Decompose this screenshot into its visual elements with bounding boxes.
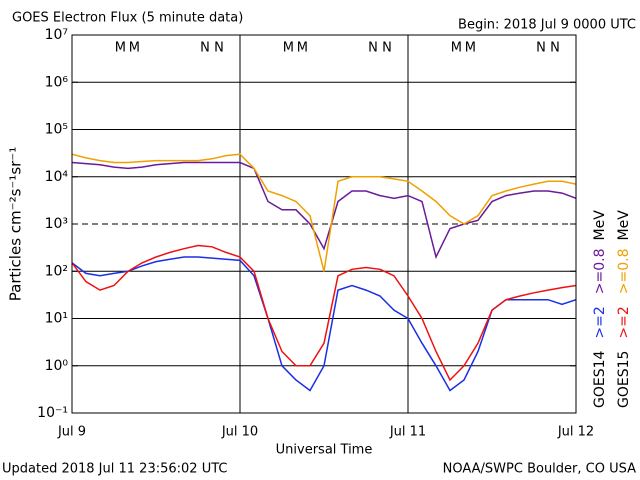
series-line [72,256,576,392]
legend-satellite: GOES15 [616,351,632,408]
plot-frame [71,34,577,414]
legend-entry: >=2 [592,306,608,338]
y-axis-label: Particles cm⁻²s⁻¹sr⁻¹ [7,147,25,301]
x-tick-label: Jul 12 [557,425,594,440]
x-axis-label: Universal Time [276,443,373,458]
legend-column: GOES15 >=2 >=0.8 MeV [616,210,632,408]
local-time-marker: N [550,41,560,56]
legend-entry: >=0.8 [616,248,632,294]
series-line [72,153,576,272]
x-tick-label: Jul 11 [389,425,426,440]
local-time-marker: N [368,41,378,56]
local-time-marker: M [283,41,294,56]
local-time-marker: N [536,41,546,56]
y-tick-label: 10⁴ [45,169,69,185]
chart-subtitle: Begin: 2018 Jul 9 0000 UTC [458,18,636,33]
local-time-marker: M [297,41,308,56]
local-time-marker: M [465,41,476,56]
footer-left: Updated 2018 Jul 11 23:56:02 UTC [2,462,227,477]
y-tick-label: 10⁵ [45,122,68,138]
series-line [72,161,576,260]
y-tick-label: 10³ [45,216,68,232]
plot-lines [72,153,576,392]
footer-right: NOAA/SWPC Boulder, CO USA [443,462,636,477]
legend-column: GOES14 >=2 >=0.8 MeV [592,210,608,408]
y-tick-label: 10⁷ [45,27,68,43]
x-tick-label: Jul 10 [221,425,258,440]
local-time-marker: M [115,41,126,56]
legend-satellite: GOES14 [592,350,608,408]
legend-unit: MeV [616,210,632,241]
legend-entry: >=2 [616,306,632,338]
grid [71,34,577,414]
series-line [72,244,576,382]
legend-entry: >=0.8 [592,248,608,294]
y-tick-label: 10² [45,263,68,279]
x-tick-label: Jul 9 [57,425,86,440]
y-tick-label: 10⁰ [45,358,69,374]
y-tick-label: 10⁶ [45,74,69,90]
legend-unit: MeV [592,210,608,241]
local-time-marker: M [451,41,462,56]
chart-title: GOES Electron Flux (5 minute data) [12,11,243,26]
y-tick-label: 10⁻¹ [37,405,68,421]
local-time-marker: M [129,41,140,56]
local-time-marker: N [214,41,224,56]
local-time-marker: N [200,41,210,56]
y-tick-label: 10¹ [45,311,68,327]
local-time-marker: N [382,41,392,56]
